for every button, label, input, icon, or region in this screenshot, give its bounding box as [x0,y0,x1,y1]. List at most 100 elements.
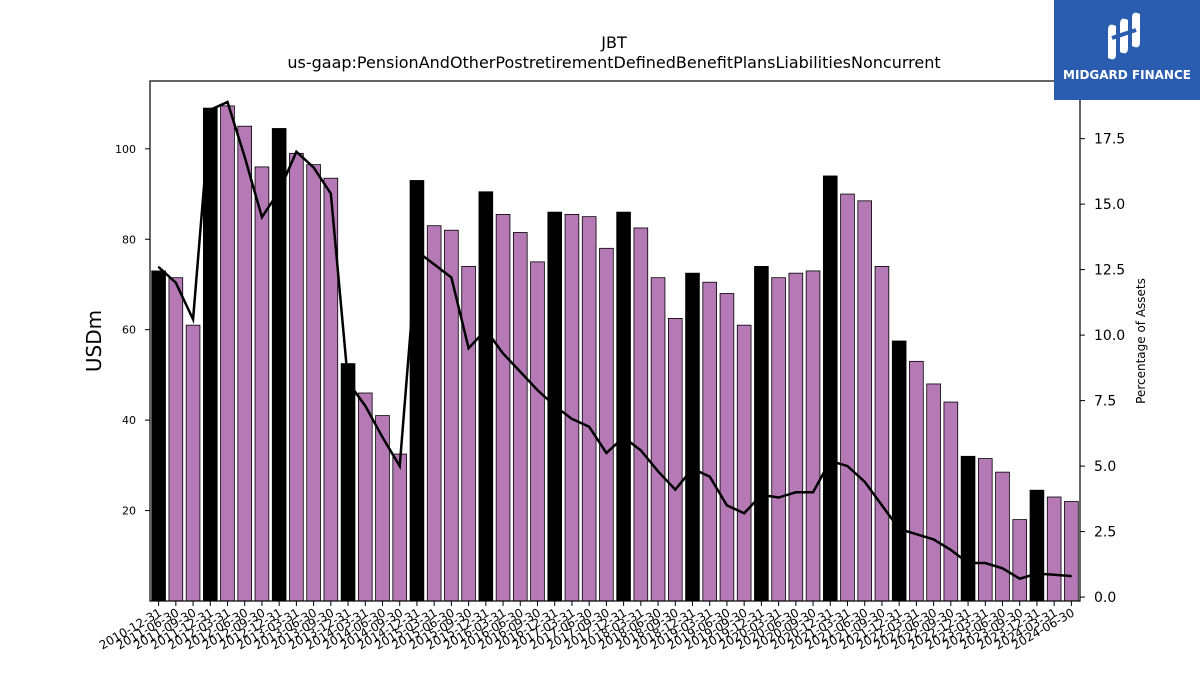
bar [891,340,907,602]
line-point [312,166,315,169]
bar [1046,496,1062,602]
line-point [192,318,194,321]
line-point [674,488,677,491]
line-point [243,156,246,158]
y2-tick-label: 0.0 [1094,590,1116,606]
bar [719,293,735,602]
line-point [915,533,918,535]
bar [168,277,184,602]
line-point [777,496,780,499]
plot-frame [149,80,1081,602]
line-point [1018,577,1021,580]
brand-logo: MIDGARD FINANCE [1054,0,1200,100]
brand-logo-text: MIDGARD FINANCE [1063,68,1191,82]
line-point [571,418,573,420]
line-point [485,329,487,331]
line-point [605,452,608,454]
y-tick-label: 20 [122,505,136,518]
line-point [519,370,522,373]
line-point [863,481,866,483]
y2-tick-label: 15.0 [1094,197,1125,213]
bar [754,265,769,602]
line-point [760,494,763,496]
y-tick-label: 60 [122,324,136,337]
line-point [157,266,160,268]
line-point [364,405,367,407]
bar [599,247,614,602]
line-point [984,562,987,564]
bar [909,360,924,602]
bar [340,363,356,602]
y2-tick-label: 7.5 [1094,394,1116,410]
line-point [743,512,745,515]
line-point [416,250,418,253]
line-point [330,192,332,195]
line-point [829,460,832,462]
bar [357,392,373,602]
y2-axis-label: Percentage of Assets [1134,278,1148,404]
line-point [295,150,298,153]
line-point [967,562,969,564]
bar [237,125,253,602]
y-tick-label: 100 [115,143,136,156]
bar [667,317,683,602]
line-point [450,276,453,279]
percentage-line [157,100,1072,581]
line-point [1070,575,1073,577]
line-point [347,381,349,384]
bar [650,277,666,602]
y2-tick-label: 10.0 [1094,328,1125,344]
midgard-logo-icon [1108,12,1140,60]
bar [1029,489,1045,602]
line-point [795,491,797,494]
bar [788,272,804,602]
bar [702,281,718,602]
bar [616,211,631,602]
line-point [657,470,659,473]
line-point [226,101,229,103]
line-point [1001,567,1004,570]
bar [736,324,752,602]
line-point [209,109,212,111]
bar [478,191,494,602]
line-point [691,467,694,470]
line-point [640,449,642,452]
bar [426,225,442,602]
line-point [708,475,711,478]
y-axis-label: USDm [82,310,106,372]
line-point [261,216,263,219]
line-point [846,465,849,467]
y-tick-label: 40 [122,414,136,427]
bar [960,455,976,602]
line-point [1053,574,1055,576]
bar [409,180,425,602]
bar [840,193,855,602]
line-point [175,281,177,284]
bars-layer [151,105,1079,602]
bar [306,164,321,602]
bar [530,261,545,602]
bar [289,152,304,602]
line-point [502,352,504,355]
bar [495,213,511,602]
bar [185,324,201,602]
bar [771,277,786,602]
bar [995,471,1010,602]
chart-subtitle: us-gaap:PensionAndOtherPostretirementDef… [287,53,940,72]
bar [564,213,580,602]
line-point [398,465,401,467]
line-layer [157,100,1073,581]
bar [926,383,941,602]
bar [822,175,838,602]
line-point [553,405,556,407]
line-point [588,425,590,428]
bar [1064,501,1079,602]
y2-tick-label: 12.5 [1094,263,1125,279]
line-point [932,538,935,541]
bar [685,272,700,602]
bar [874,265,890,602]
bar [633,227,649,602]
y2-tick-label: 5.0 [1094,459,1116,475]
bar [444,229,459,602]
